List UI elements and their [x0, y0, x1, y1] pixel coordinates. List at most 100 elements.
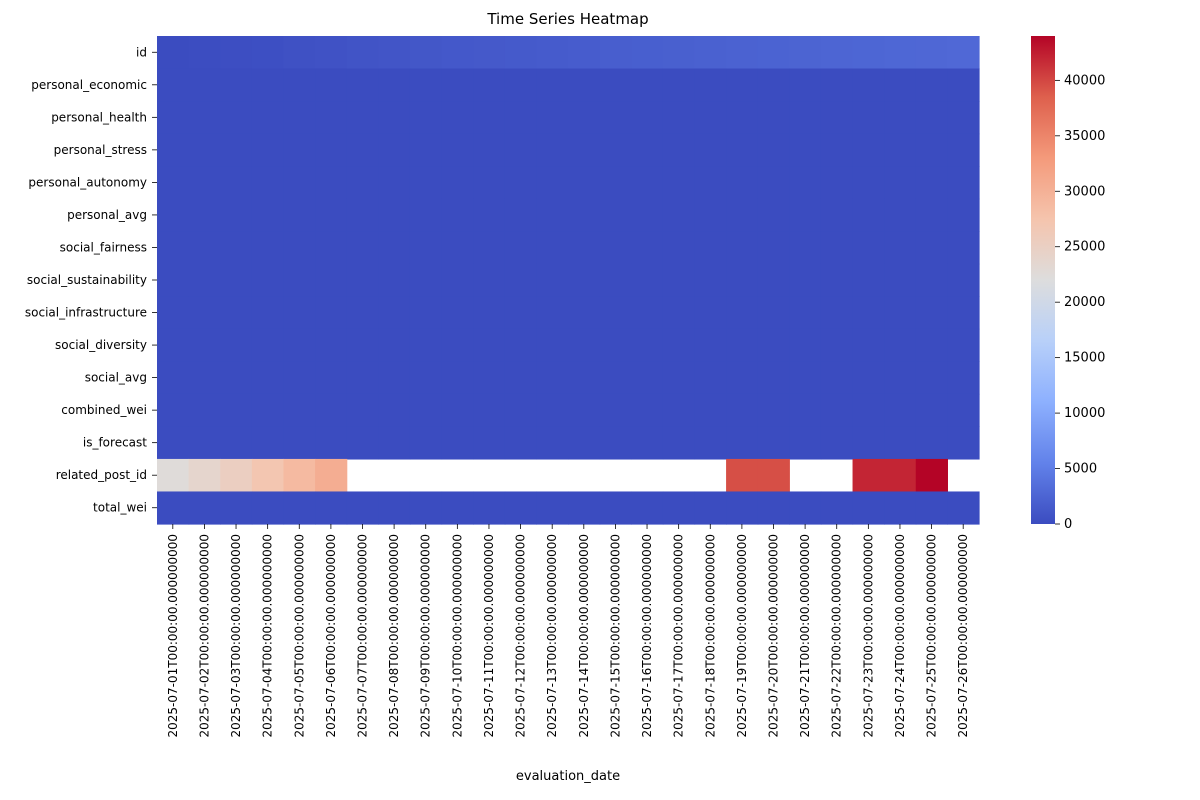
heatmap-cell — [536, 68, 569, 102]
x-tick-label: 2025-07-11T00:00:00.000000000 — [482, 534, 496, 738]
heatmap-cell — [315, 458, 348, 493]
heatmap-cell — [884, 263, 917, 297]
heatmap-cell — [884, 133, 917, 167]
heatmap-cell — [378, 101, 411, 135]
heatmap-cell — [789, 133, 822, 167]
heatmap-cell — [694, 426, 727, 460]
x-tick-label: 2025-07-05T00:00:00.000000000 — [292, 534, 306, 738]
heatmap-cell — [757, 458, 790, 493]
y-tick-label: combined_wei — [61, 403, 147, 417]
heatmap-cell — [694, 36, 727, 70]
heatmap-cell — [726, 491, 759, 525]
x-axis: 2025-07-01T00:00:00.000000000 2025-07-02T… — [166, 524, 970, 738]
x-tick-label: 2025-07-06T00:00:00.000000000 — [324, 534, 338, 738]
heatmap-cell — [378, 263, 411, 297]
heatmap-cell — [757, 133, 790, 167]
heatmap-cell — [789, 101, 822, 135]
x-tick-label: 2025-07-23T00:00:00.000000000 — [861, 534, 875, 738]
colorbar-tick-label: 30000 — [1064, 184, 1105, 199]
heatmap-cell — [315, 166, 348, 200]
heatmap-cell — [346, 101, 379, 135]
heatmap-cell — [283, 296, 316, 330]
heatmap-cell — [568, 361, 601, 395]
heatmap-cell — [915, 101, 948, 135]
colorbar-tick-label: 40000 — [1064, 73, 1105, 88]
heatmap-cell — [631, 68, 664, 102]
heatmap-cell — [599, 491, 632, 525]
heatmap-cell — [441, 361, 474, 395]
heatmap-cell — [283, 393, 316, 427]
heatmap-cell — [504, 263, 537, 297]
heatmap-cell — [251, 36, 285, 70]
heatmap-cell — [757, 361, 790, 395]
x-tick-label: 2025-07-16T00:00:00.000000000 — [640, 534, 654, 738]
heatmap-cell — [220, 296, 253, 330]
heatmap-cell — [378, 361, 411, 395]
heatmap-cell — [315, 361, 348, 395]
heatmap-cell — [726, 393, 759, 427]
heatmap-cell — [694, 263, 727, 297]
heatmap-cell — [947, 491, 980, 525]
heatmap-cell — [631, 361, 664, 395]
x-tick-label: 2025-07-04T00:00:00.000000000 — [261, 534, 275, 738]
heatmap-cell — [662, 426, 696, 460]
heatmap-cell — [220, 458, 253, 493]
x-tick-label: 2025-07-24T00:00:00.000000000 — [893, 534, 907, 738]
x-tick-label: 2025-07-19T00:00:00.000000000 — [735, 534, 749, 738]
heatmap-cell — [694, 328, 727, 362]
heatmap-cell — [473, 361, 506, 395]
heatmap-cell — [188, 166, 221, 200]
heatmap-cell — [884, 101, 917, 135]
heatmap-cell — [504, 491, 537, 525]
heatmap-cell — [852, 458, 885, 493]
x-tick-label: 2025-07-02T00:00:00.000000000 — [197, 534, 211, 738]
heatmap-cell — [757, 393, 790, 427]
x-tick-label: 2025-07-08T00:00:00.000000000 — [387, 534, 401, 738]
heatmap-cell — [536, 393, 569, 427]
heatmap-cell — [157, 296, 190, 330]
heatmap-cell — [315, 101, 348, 135]
heatmap-cell — [188, 296, 221, 330]
heatmap-cell — [473, 133, 506, 167]
heatmap-cell — [789, 491, 822, 525]
heatmap-cell — [441, 231, 474, 265]
heatmap-cell — [315, 198, 348, 232]
heatmap-cell — [852, 166, 885, 200]
heatmap-cell — [884, 231, 917, 265]
heatmap-cell — [726, 166, 759, 200]
heatmap-cell — [599, 166, 632, 200]
heatmap-cell — [283, 231, 316, 265]
heatmap-cell — [315, 328, 348, 362]
x-axis-label: evaluation_date — [515, 769, 621, 784]
heatmap-cell — [188, 328, 221, 362]
heatmap-cell — [852, 263, 885, 297]
heatmap-cell — [536, 36, 569, 70]
heatmap-cell — [441, 426, 474, 460]
heatmap-cell — [283, 361, 316, 395]
y-tick-label: personal_health — [51, 110, 147, 124]
heatmap-cell — [378, 491, 411, 525]
colorbar-tick-label: 25000 — [1064, 240, 1105, 255]
heatmap-cell — [536, 328, 569, 362]
heatmap-cell — [251, 101, 285, 135]
heatmap-cell — [504, 361, 537, 395]
heatmap-cell — [694, 491, 727, 525]
heatmap-cell — [220, 101, 253, 135]
heatmap-cell — [915, 491, 948, 525]
heatmap-cell — [694, 133, 727, 167]
heatmap-cell — [346, 491, 379, 525]
heatmap-cell — [662, 133, 696, 167]
heatmap-cell — [346, 328, 379, 362]
heatmap-cell — [789, 263, 822, 297]
x-tick-label: 2025-07-13T00:00:00.000000000 — [545, 534, 559, 738]
colorbar-tick-label: 35000 — [1064, 129, 1105, 144]
x-tick-label: 2025-07-10T00:00:00.000000000 — [450, 534, 464, 738]
heatmap-cell — [694, 296, 727, 330]
heatmap-cell — [884, 491, 917, 525]
heatmap-cell — [789, 296, 822, 330]
heatmap-cell — [536, 426, 569, 460]
heatmap-cell — [378, 231, 411, 265]
heatmap-cell — [536, 101, 569, 135]
y-axis: id personal_economic personal_healthperson… — [25, 45, 157, 515]
x-tick-label: 2025-07-01T00:00:00.000000000 — [166, 534, 180, 738]
